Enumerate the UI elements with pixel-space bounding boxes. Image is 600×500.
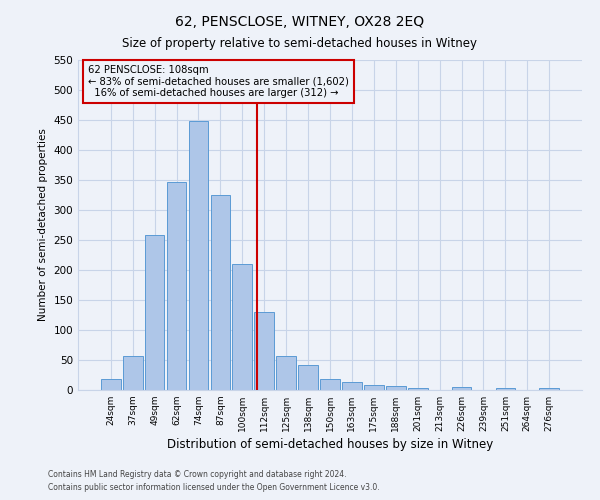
Bar (386, 386, 406, 390)
Bar (276, 356, 296, 390)
Bar (254, 312, 274, 390)
Text: 62, PENSCLOSE, WITNEY, OX28 2EQ: 62, PENSCLOSE, WITNEY, OX28 2EQ (175, 15, 425, 29)
Bar (364, 384, 384, 390)
Bar (123, 356, 143, 390)
Bar (539, 388, 559, 390)
Bar (211, 195, 230, 390)
X-axis label: Distribution of semi-detached houses by size in Witney: Distribution of semi-detached houses by … (167, 438, 493, 451)
Bar (408, 388, 428, 390)
Bar (167, 182, 187, 390)
Bar (232, 264, 252, 390)
Bar (298, 365, 318, 390)
Y-axis label: Number of semi-detached properties: Number of semi-detached properties (38, 128, 48, 322)
Bar (342, 382, 362, 390)
Bar (145, 235, 164, 390)
Bar (452, 387, 472, 390)
Bar (188, 120, 208, 390)
Text: 62 PENSCLOSE: 108sqm
← 83% of semi-detached houses are smaller (1,602)
  16% of : 62 PENSCLOSE: 108sqm ← 83% of semi-detac… (88, 65, 349, 98)
Bar (496, 388, 515, 390)
Bar (101, 379, 121, 390)
Bar (320, 379, 340, 390)
Text: Contains HM Land Registry data © Crown copyright and database right 2024.
Contai: Contains HM Land Registry data © Crown c… (48, 470, 380, 492)
Text: Size of property relative to semi-detached houses in Witney: Size of property relative to semi-detach… (122, 38, 478, 51)
